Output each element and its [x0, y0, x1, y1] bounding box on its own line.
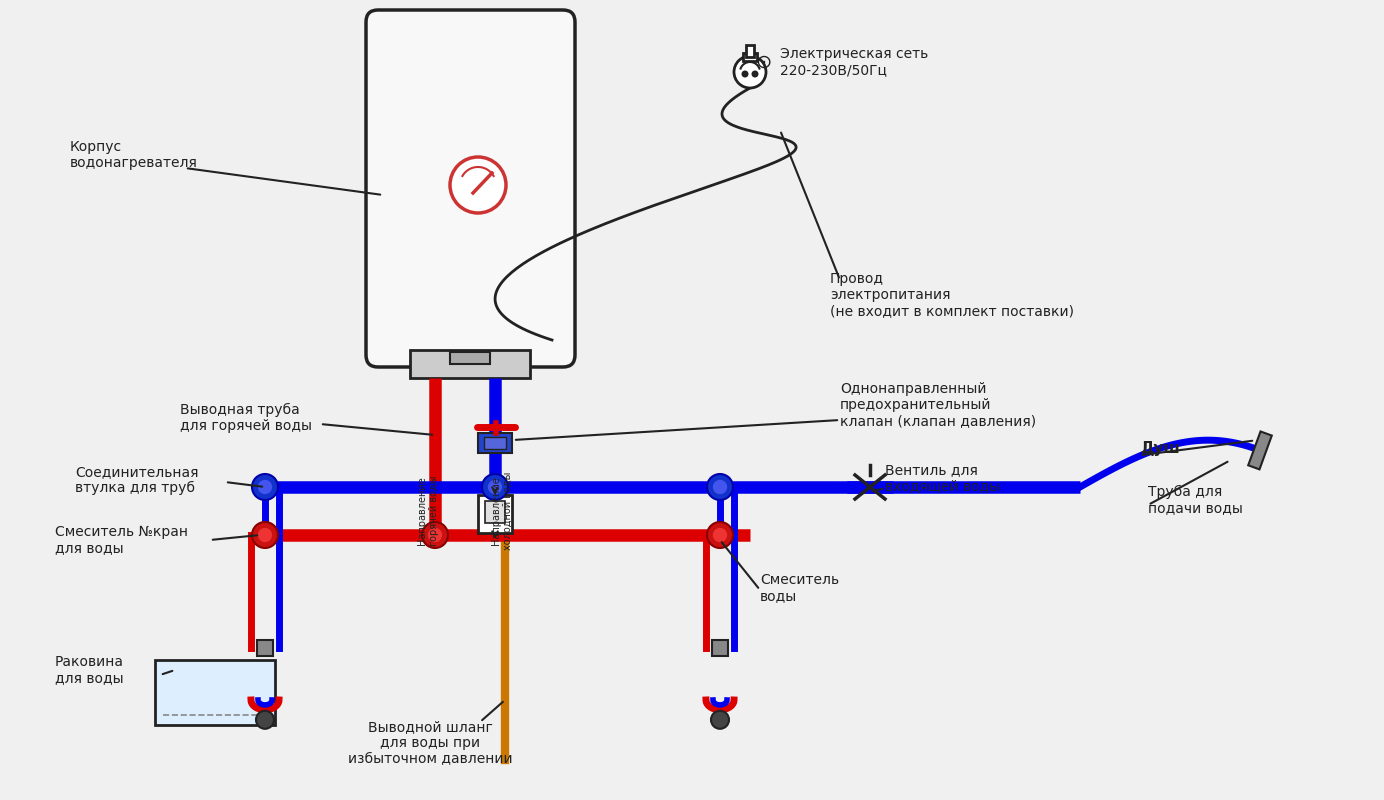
Text: Однонаправленный
предохранительный
клапан (клапан давления): Однонаправленный предохранительный клапа… — [840, 382, 1037, 428]
Circle shape — [742, 70, 749, 78]
Bar — [477, 495, 512, 533]
Bar — [257, 640, 273, 656]
Circle shape — [707, 522, 734, 548]
Circle shape — [256, 710, 274, 729]
Text: Смеситель №кран
для воды: Смеситель №кран для воды — [55, 525, 188, 555]
Bar — [711, 640, 728, 656]
Bar — [1248, 431, 1272, 470]
Circle shape — [252, 522, 278, 548]
Circle shape — [257, 480, 273, 494]
Circle shape — [450, 157, 507, 213]
Bar — [450, 352, 490, 364]
Text: Направление
горячей воды: Направление горячей воды — [417, 476, 439, 546]
Bar — [155, 660, 275, 725]
Text: Раковина
для воды: Раковина для воды — [55, 655, 125, 685]
Circle shape — [713, 528, 727, 542]
Text: Направление
холодной воды: Направление холодной воды — [491, 472, 513, 550]
Circle shape — [734, 56, 765, 88]
Circle shape — [428, 528, 441, 542]
Text: Провод
электропитания
(не входит в комплект поставки): Провод электропитания (не входит в компл… — [830, 272, 1074, 318]
Text: Выводная труба
для горячей воды: Выводная труба для горячей воды — [180, 403, 311, 433]
Text: Труба для
подачи воды: Труба для подачи воды — [1147, 485, 1243, 515]
Circle shape — [482, 474, 508, 500]
Text: Смеситель
воды: Смеситель воды — [760, 573, 839, 603]
Circle shape — [713, 480, 727, 494]
Bar — [743, 53, 757, 61]
Circle shape — [252, 474, 278, 500]
Bar — [484, 501, 505, 523]
Text: Выводной шланг
для воды при
избыточном давлении: Выводной шланг для воды при избыточном д… — [347, 720, 512, 766]
Circle shape — [487, 480, 502, 494]
Bar — [484, 437, 507, 449]
Circle shape — [752, 70, 758, 78]
Text: Соединительная
втулка для труб: Соединительная втулка для труб — [75, 465, 198, 495]
Circle shape — [711, 710, 729, 729]
Circle shape — [257, 528, 273, 542]
Text: Душ: Душ — [1140, 441, 1179, 455]
Bar — [746, 45, 754, 57]
Circle shape — [422, 522, 448, 548]
Text: Электрическая сеть
220-230В/50Гц: Электрическая сеть 220-230В/50Гц — [781, 47, 929, 77]
FancyBboxPatch shape — [365, 10, 574, 367]
Circle shape — [707, 474, 734, 500]
Text: Корпус
водонагревателя: Корпус водонагревателя — [71, 140, 198, 170]
Bar — [410, 350, 530, 378]
Text: ⊙: ⊙ — [754, 53, 771, 71]
Text: Вентиль для
входящей воды: Вентиль для входящей воды — [884, 463, 1001, 493]
Bar — [477, 433, 512, 453]
